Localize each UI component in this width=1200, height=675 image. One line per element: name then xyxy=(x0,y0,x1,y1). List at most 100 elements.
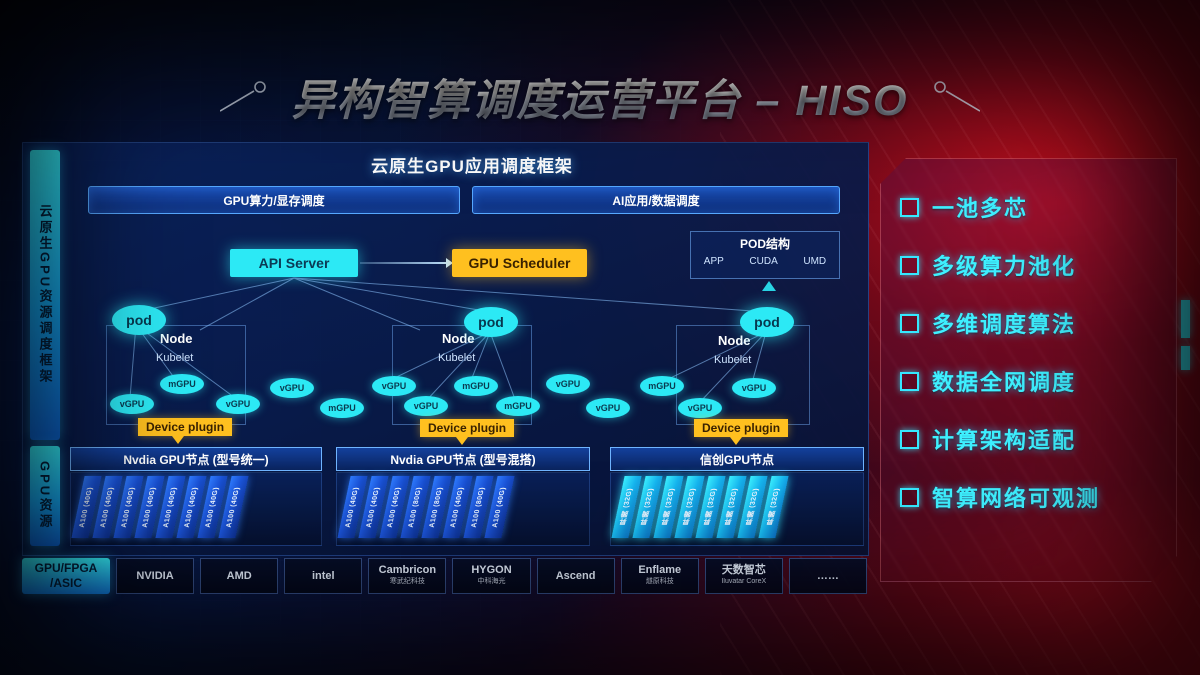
feature-item-label: 数据全网调度 xyxy=(932,370,1077,395)
vendor-logo-row: GPU/FPGA /ASIC NVIDIA AMD intel Cambricon 寒武… xyxy=(22,558,867,594)
sidebar-tab-framework[interactable]: 云原生GPU资源调度框架 xyxy=(30,150,60,440)
feature-item-5[interactable]: 计算架构适配 xyxy=(900,410,1165,468)
feature-item-3[interactable]: 多维调度算法 xyxy=(900,294,1165,352)
vendor-logo-8[interactable]: 天数智芯 Iluvatar CoreX xyxy=(704,558,783,594)
vendor-row-label: GPU/FPGA /ASIC xyxy=(22,558,110,594)
feature-item-label: 计算架构适配 xyxy=(932,428,1077,453)
vendor-row-label-line2: /ASIC xyxy=(49,576,82,590)
device-plugin-1[interactable]: Device plugin xyxy=(138,418,233,436)
vendor-logo-name: 天数智芯 xyxy=(721,564,766,576)
device-plugin-arrow-icon-2 xyxy=(456,437,468,445)
gpu-scheduler-box[interactable]: GPU Scheduler xyxy=(452,249,587,277)
gpu-ellipse-1-5[interactable]: mGPU xyxy=(320,398,364,418)
vendor-logo-name: …… xyxy=(816,569,839,582)
api-to-scheduler-connector xyxy=(360,262,450,264)
bar-gpu-compute[interactable]: GPU算力/显存调度 xyxy=(88,186,460,214)
slide-title-row: 异构智算调度运营平台 – HISO xyxy=(0,62,1200,132)
device-plugin-2[interactable]: Device plugin xyxy=(420,419,515,437)
vendor-logo-name: NVIDIA xyxy=(136,569,174,582)
gpu-ellipse-2-1[interactable]: vGPU xyxy=(372,376,416,396)
pod-ellipse-2[interactable]: pod xyxy=(464,307,518,337)
feature-item-label: 一池多芯 xyxy=(932,196,1029,221)
sidebar-tab-framework-label: 云原生GPU资源调度框架 xyxy=(37,204,53,386)
api-server-box[interactable]: API Server xyxy=(230,249,358,277)
vendor-logo-6[interactable]: Ascend xyxy=(536,558,615,594)
kubelet-label-2: Kubelet xyxy=(438,352,476,364)
feature-item-label: 多维调度算法 xyxy=(932,312,1077,337)
device-plugin-arrow-icon-3 xyxy=(730,437,742,445)
feature-item-label: 智算网络可观测 xyxy=(932,486,1101,511)
accent-bar-bottom xyxy=(1181,346,1190,370)
feature-item-2[interactable]: 多级算力池化 xyxy=(900,236,1165,294)
vendor-logo-2[interactable]: AMD xyxy=(200,558,279,594)
kubelet-label-3: Kubelet xyxy=(714,354,752,366)
node-label-3: Node xyxy=(718,333,751,348)
gpu-group-header-3[interactable]: 信创GPU节点 xyxy=(610,447,864,471)
vendor-logo-1[interactable]: NVIDIA xyxy=(116,558,195,594)
framework-header: 云原生GPU应用调度框架 xyxy=(371,157,573,176)
gpu-ellipse-2-4[interactable]: mGPU xyxy=(496,396,540,416)
gpu-ellipse-3-1[interactable]: mGPU xyxy=(640,376,684,396)
node-label-2: Node xyxy=(442,331,475,346)
checkbox-icon[interactable] xyxy=(900,429,919,449)
vendor-logo-9[interactable]: …… xyxy=(788,558,867,594)
api-to-scheduler-arrowhead xyxy=(446,258,453,268)
vendor-logo-name: Enflame xyxy=(638,564,682,576)
gpu-ellipse-1-1[interactable]: vGPU xyxy=(110,394,154,414)
vendor-logo-name: AMD xyxy=(226,569,252,582)
bar-ai-application[interactable]: AI应用/数据调度 xyxy=(472,186,840,214)
gpu-ellipse-2-6[interactable]: vGPU xyxy=(586,398,630,418)
feature-item-label: 多级算力池化 xyxy=(932,254,1077,279)
accent-bar-top xyxy=(1181,300,1190,338)
checkbox-icon[interactable] xyxy=(900,197,919,217)
vendor-logo-4[interactable]: Cambricon 寒武纪科技 xyxy=(368,558,447,594)
vendor-logo-7[interactable]: Enflame 燧原科技 xyxy=(620,558,699,594)
feature-item-4[interactable]: 数据全网调度 xyxy=(900,352,1165,410)
pod-structure-arrow-icon xyxy=(762,281,776,291)
gpu-ellipse-2-2[interactable]: vGPU xyxy=(404,396,448,416)
feature-item-6[interactable]: 智算网络可观测 xyxy=(900,468,1165,526)
gpu-ellipse-1-2[interactable]: mGPU xyxy=(160,374,204,394)
checkbox-icon[interactable] xyxy=(900,487,919,507)
vendor-logo-subtitle: 中科海光 xyxy=(477,578,506,585)
pod-structure-title: POD结构 xyxy=(739,237,790,251)
pod-structure-item-app: APP xyxy=(703,256,724,267)
feature-list: 一池多芯多级算力池化 多维调度算法 数据全网调度 计算架构适配 智算网络可观测 xyxy=(900,178,1165,526)
gpu-group-header-2[interactable]: Nvdia GPU节点 (型号混搭) xyxy=(336,447,590,471)
sidebar-tab-gpu-resource[interactable]: GPU资源 xyxy=(30,446,60,546)
pod-structure-item-cuda: CUDA xyxy=(749,256,778,267)
gpu-ellipse-2-3[interactable]: mGPU xyxy=(454,376,498,396)
vendor-logo-subtitle: 寒武纪科技 xyxy=(389,578,425,585)
checkbox-icon[interactable] xyxy=(900,371,919,391)
vendor-logo-5[interactable]: HYGON 中科海光 xyxy=(452,558,531,594)
gpu-ellipse-1-4[interactable]: vGPU xyxy=(270,378,314,398)
vendor-logo-name: Ascend xyxy=(555,569,596,582)
gpu-ellipse-2-5[interactable]: vGPU xyxy=(546,374,590,394)
device-plugin-arrow-icon-1 xyxy=(172,436,184,444)
gpu-ellipse-1-3[interactable]: vGPU xyxy=(216,394,260,414)
page-title: 异构智算调度运营平台 – HISO xyxy=(292,66,909,128)
sidebar-tab-gpu-resource-label: GPU资源 xyxy=(37,461,53,531)
vendor-row-label-line1: GPU/FPGA xyxy=(34,561,98,575)
pod-ellipse-1[interactable]: pod xyxy=(112,305,166,335)
title-right-decoration xyxy=(934,81,981,112)
vendor-logo-name: HYGON xyxy=(471,564,512,576)
kubelet-label-1: Kubelet xyxy=(156,352,194,364)
vendor-logo-name: Cambricon xyxy=(378,564,437,576)
gpu-ellipse-3-2[interactable]: vGPU xyxy=(678,398,722,418)
gpu-group-header-1[interactable]: Nvdia GPU节点 (型号统一) xyxy=(70,447,322,471)
feature-panel xyxy=(880,158,1177,582)
device-plugin-3[interactable]: Device plugin xyxy=(694,419,789,437)
pod-ellipse-3[interactable]: pod xyxy=(740,307,794,337)
title-left-decoration xyxy=(219,81,266,112)
vendor-logo-subtitle: Iluvatar CoreX xyxy=(721,578,767,585)
checkbox-icon[interactable] xyxy=(900,255,919,275)
pod-structure-box: POD结构 APP CUDA UMD xyxy=(690,231,840,279)
feature-item-1[interactable]: 一池多芯 xyxy=(900,178,1165,236)
gpu-ellipse-3-3[interactable]: vGPU xyxy=(732,378,776,398)
vendor-logo-3[interactable]: intel xyxy=(284,558,363,594)
checkbox-icon[interactable] xyxy=(900,313,919,333)
node-label-1: Node xyxy=(160,331,193,346)
